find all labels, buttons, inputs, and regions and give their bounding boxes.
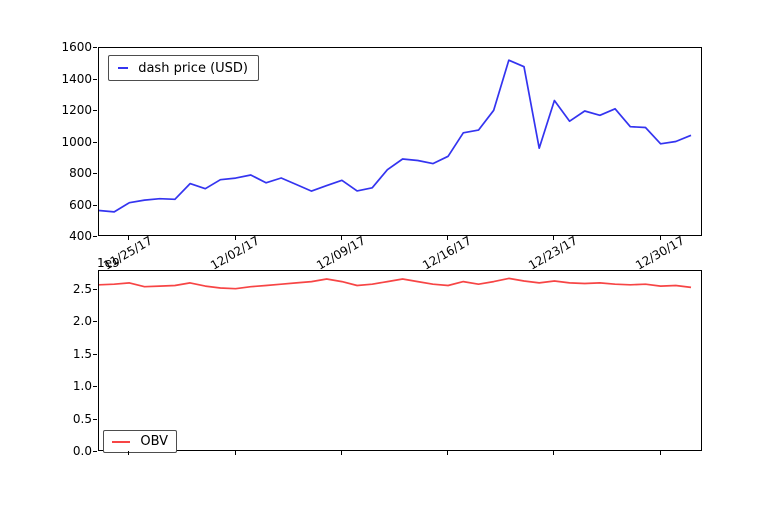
price-xtick-mark xyxy=(660,236,661,240)
price-ytick-label: 1600 xyxy=(48,40,92,54)
price-ytick-mark xyxy=(93,47,97,48)
obv-legend: OBV xyxy=(103,430,177,453)
obv-ytick-mark xyxy=(93,321,97,322)
price-ytick-label: 800 xyxy=(48,166,92,180)
price-ytick-mark xyxy=(93,236,97,237)
price-legend: dash price (USD) xyxy=(108,55,259,81)
price-xtick-mark xyxy=(553,236,554,240)
price-legend-line-icon xyxy=(118,67,128,69)
price-chart-axes: dash price (USD) xyxy=(98,47,702,236)
price-xtick-mark xyxy=(447,236,448,240)
figure-canvas: dash price (USD) OBV 1e9 400600800100012… xyxy=(0,0,768,512)
price-ytick-mark xyxy=(93,173,97,174)
price-xtick-mark xyxy=(235,236,236,240)
price-ytick-label: 1200 xyxy=(48,103,92,117)
price-xtick-mark xyxy=(341,236,342,240)
obv-xtick-mark xyxy=(553,451,554,455)
obv-xtick-mark xyxy=(235,451,236,455)
price-ytick-mark xyxy=(93,110,97,111)
obv-ytick-mark xyxy=(93,354,97,355)
obv-ytick-mark xyxy=(93,386,97,387)
obv-ytick-label: 2.0 xyxy=(48,314,92,328)
obv-legend-label: OBV xyxy=(140,435,168,448)
obv-ytick-mark xyxy=(93,419,97,420)
price-legend-label: dash price (USD) xyxy=(138,62,248,75)
OBV-line xyxy=(99,278,691,288)
price-ytick-mark xyxy=(93,205,97,206)
obv-ytick-label: 1.0 xyxy=(48,379,92,393)
obv-xtick-mark xyxy=(660,451,661,455)
price-ytick-label: 400 xyxy=(48,229,92,243)
obv-xtick-mark xyxy=(128,451,129,455)
obv-ytick-mark xyxy=(93,289,97,290)
obv-line-plot xyxy=(99,271,701,450)
price-ytick-label: 1400 xyxy=(48,72,92,86)
obv-ytick-label: 1.5 xyxy=(48,347,92,361)
obv-ytick-label: 2.5 xyxy=(48,282,92,296)
obv-ytick-mark xyxy=(93,451,97,452)
price-ytick-label: 1000 xyxy=(48,135,92,149)
price-ytick-label: 600 xyxy=(48,198,92,212)
obv-chart-axes: OBV xyxy=(98,270,702,451)
price-xtick-mark xyxy=(128,236,129,240)
obv-xtick-mark xyxy=(447,451,448,455)
obv-ytick-label: 0.0 xyxy=(48,444,92,458)
obv-legend-line-icon xyxy=(112,441,130,443)
price-ytick-mark xyxy=(93,79,97,80)
price-ytick-mark xyxy=(93,142,97,143)
obv-xtick-mark xyxy=(341,451,342,455)
dash price (USD)-line xyxy=(99,60,691,212)
obv-ytick-label: 0.5 xyxy=(48,412,92,426)
